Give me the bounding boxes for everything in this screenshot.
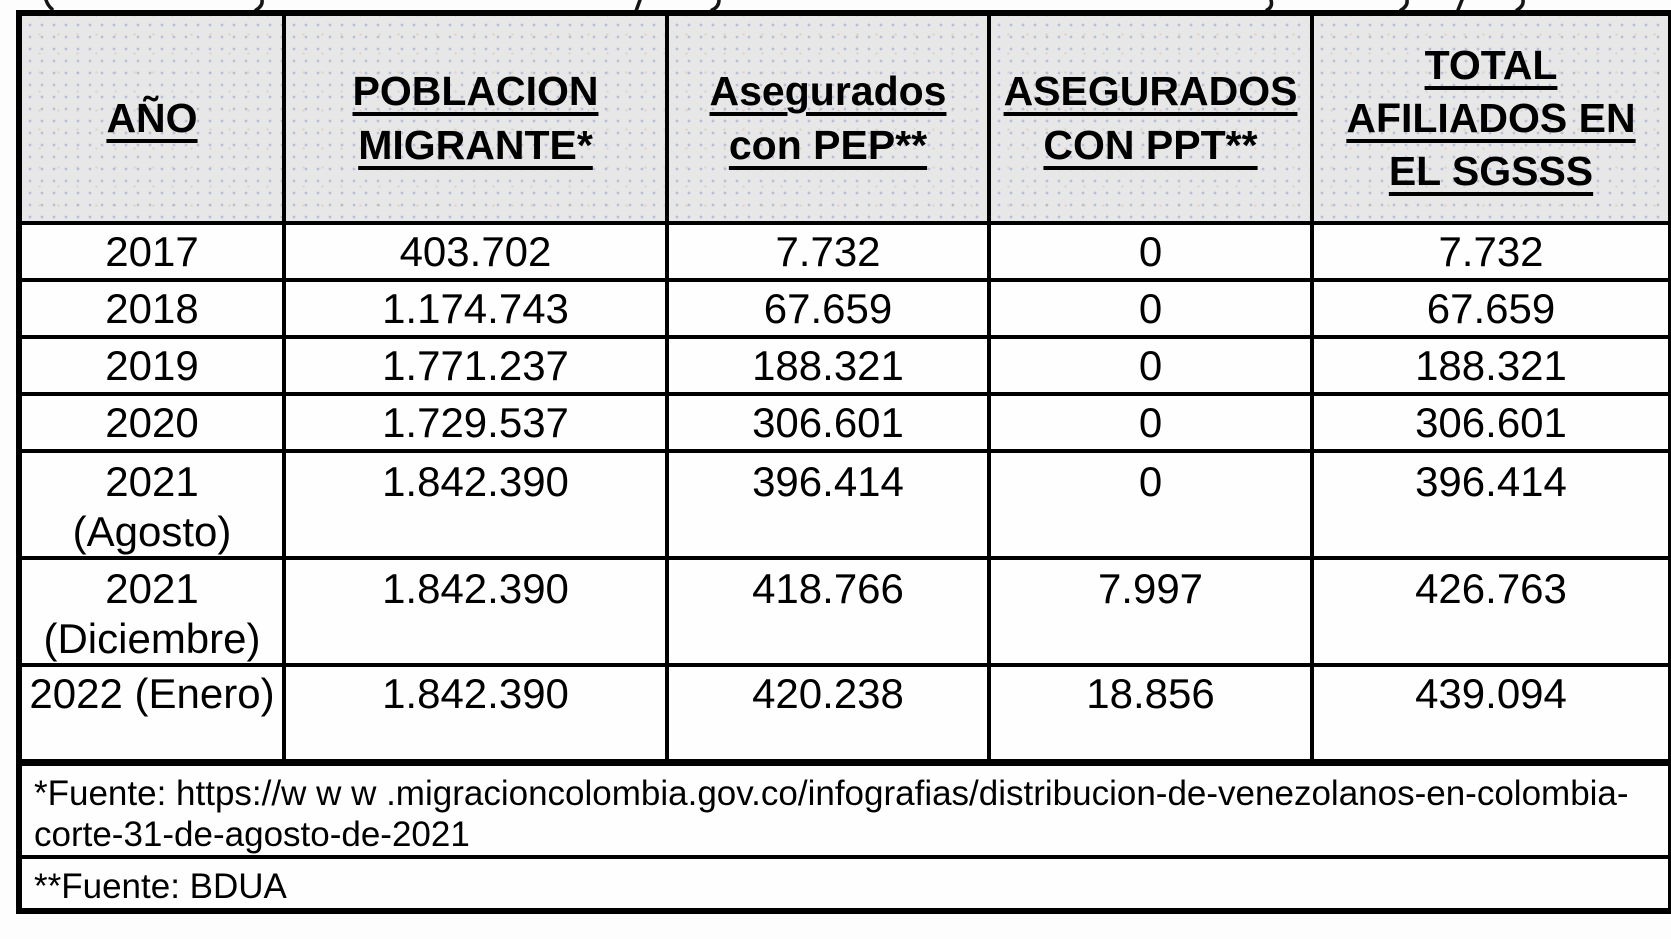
value-cell-total: 306.601 xyxy=(1310,392,1671,453)
value-cell-total: 426.763 xyxy=(1310,556,1671,668)
col-header-total-afiliados: TOTAL AFILIADOS EN EL SGSSS xyxy=(1310,11,1671,225)
year-cell: 2018 xyxy=(17,278,286,339)
table-header-row: AÑO POBLACION MIGRANTE* Asegurados con PEP… xyxy=(17,11,1671,225)
value-cell-poblacion: 1.771.237 xyxy=(282,335,669,396)
table-row-2020: 2020 1.729.537 306.601 0 306.601 xyxy=(17,392,1671,453)
col-header-asegurados-ppt: ASEGURADOS CON PPT** xyxy=(987,11,1314,225)
clipped-caption-fragments xyxy=(44,0,1525,13)
year-cell: 2017 xyxy=(17,221,286,282)
value-cell-poblacion: 1.842.390 xyxy=(282,448,669,561)
table-row-2018: 2018 1.174.743 67.659 0 67.659 xyxy=(17,278,1671,339)
year-cell: 2021 (Diciembre) xyxy=(17,556,286,668)
value-cell-ppt: 18.856 xyxy=(987,663,1314,765)
value-cell-pep: 306.601 xyxy=(665,392,991,453)
footnote-row-secondary: **Fuente: BDUA xyxy=(17,855,1671,913)
value-cell-pep: 67.659 xyxy=(665,278,991,339)
value-cell-ppt: 0 xyxy=(987,335,1314,396)
table-row-2019: 2019 1.771.237 188.321 0 188.321 xyxy=(17,335,1671,396)
col-header-ano: AÑO xyxy=(17,11,286,225)
table-row-2022-enero: 2022 (Enero) 1.842.390 420.238 18.856 43… xyxy=(17,663,1671,765)
value-cell-pep: 420.238 xyxy=(665,663,991,765)
value-cell-ppt: 0 xyxy=(987,392,1314,453)
value-cell-ppt: 0 xyxy=(987,448,1314,561)
value-cell-poblacion: 1.729.537 xyxy=(282,392,669,453)
value-cell-pep: 418.766 xyxy=(665,556,991,668)
value-cell-ppt: 7.997 xyxy=(987,556,1314,668)
year-cell: 2021 (Agosto) xyxy=(17,448,286,561)
value-cell-poblacion: 1.842.390 xyxy=(282,663,669,765)
footnote-source-url: *Fuente: https://w w w .migracioncolombi… xyxy=(17,758,1671,860)
value-cell-total: 188.321 xyxy=(1310,335,1671,396)
col-header-poblacion-migrante: POBLACION MIGRANTE* xyxy=(282,11,669,225)
footnote-source-bdua: **Fuente: BDUA xyxy=(17,855,1671,913)
value-cell-poblacion: 1.174.743 xyxy=(282,278,669,339)
col-header-asegurados-pep: Asegurados con PEP** xyxy=(665,11,991,225)
value-cell-pep: 396.414 xyxy=(665,448,991,561)
value-cell-pep: 188.321 xyxy=(665,335,991,396)
migrant-affiliation-table: AÑO POBLACION MIGRANTE* Asegurados con PEP… xyxy=(16,10,1671,914)
year-cell: 2019 xyxy=(17,335,286,396)
footnote-row-primary: *Fuente: https://w w w .migracioncolombi… xyxy=(17,758,1671,860)
table-row-2017: 2017 403.702 7.732 0 7.732 xyxy=(17,221,1671,282)
value-cell-pep: 7.732 xyxy=(665,221,991,282)
value-cell-total: 7.732 xyxy=(1310,221,1671,282)
value-cell-poblacion: 1.842.390 xyxy=(282,556,669,668)
value-cell-total: 396.414 xyxy=(1310,448,1671,561)
value-cell-ppt: 0 xyxy=(987,221,1314,282)
table-row-2021-agosto: 2021 (Agosto) 1.842.390 396.414 0 396.414 xyxy=(17,448,1671,561)
value-cell-ppt: 0 xyxy=(987,278,1314,339)
value-cell-total: 439.094 xyxy=(1310,663,1671,765)
value-cell-poblacion: 403.702 xyxy=(282,221,669,282)
value-cell-total: 67.659 xyxy=(1310,278,1671,339)
year-cell: 2022 (Enero) xyxy=(17,663,286,765)
year-cell: 2020 xyxy=(17,392,286,453)
table-row-2021-diciembre: 2021 (Diciembre) 1.842.390 418.766 7.997 … xyxy=(17,556,1671,668)
